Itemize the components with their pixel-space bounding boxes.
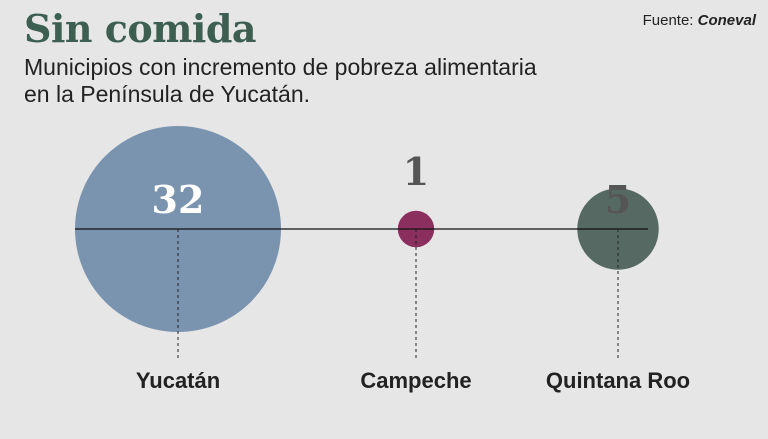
subtitle-line-1: Municipios con incremento de pobreza ali…	[24, 54, 537, 80]
category-label-3: Quintana Roo	[546, 368, 690, 393]
category-label-2: Campeche	[360, 368, 471, 393]
value-label-1: 32	[152, 177, 205, 222]
chart-subtitle: Municipios con incremento de pobreza ali…	[24, 54, 624, 108]
source-label: Fuente:	[642, 12, 694, 29]
category-label-1: Yucatán	[136, 368, 220, 393]
chart-title: Sin comida	[24, 6, 257, 51]
source-credit: Fuente: Coneval	[643, 12, 756, 29]
source-name: Coneval	[697, 12, 756, 29]
subtitle-line-2: en la Península de Yucatán.	[24, 81, 311, 107]
value-label-3: 5	[605, 177, 631, 222]
value-label-2: 1	[403, 149, 429, 194]
